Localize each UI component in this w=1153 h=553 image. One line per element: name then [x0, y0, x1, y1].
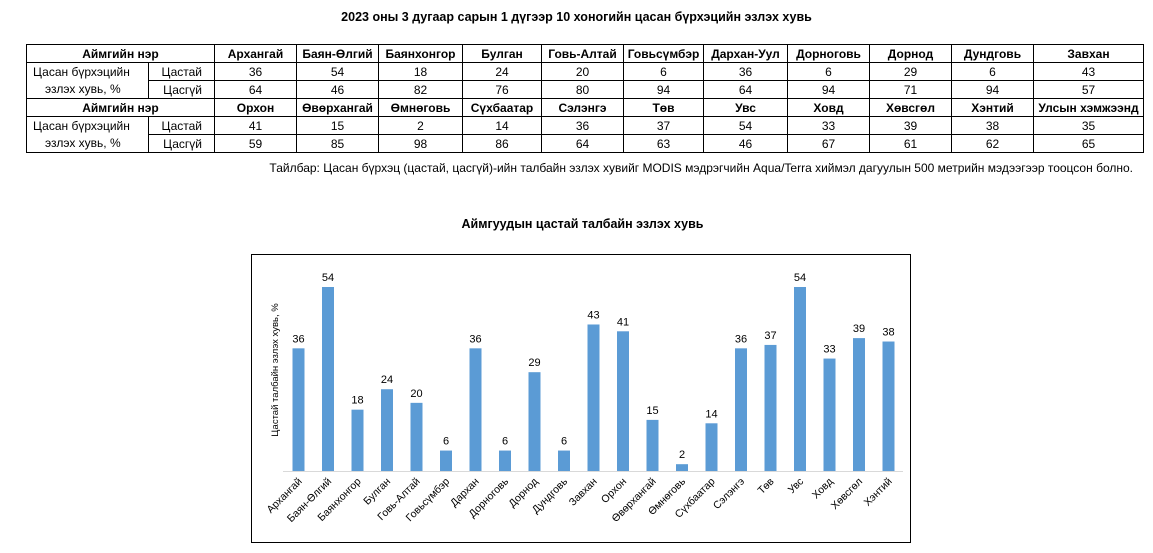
- nosnow-value: 64: [541, 134, 624, 153]
- nosnow-value: 65: [1033, 134, 1144, 153]
- data-label: 15: [646, 405, 658, 417]
- x-tick-label: Хөвсгөл: [829, 476, 865, 512]
- aimag-name: Сүхбаатар: [462, 98, 542, 117]
- data-label: 6: [443, 436, 449, 448]
- nosnow-value: 46: [703, 134, 788, 153]
- bar: [794, 287, 806, 471]
- data-label: 36: [292, 333, 304, 345]
- data-label: 38: [882, 327, 894, 339]
- bar: [499, 450, 511, 471]
- page-title: 2023 оны 3 дугаар сарын 1 дүгээр 10 хоно…: [341, 10, 812, 24]
- bar: [351, 409, 364, 471]
- nosnow-sub-label: Цасгүй: [148, 134, 215, 153]
- snow-value: 35: [1033, 116, 1144, 135]
- bar: [528, 372, 541, 471]
- data-label: 39: [853, 323, 865, 335]
- data-label: 20: [410, 388, 422, 400]
- table-row: эзлэх хувь, % Цасгүй 59 85 98 86 64 63 46 67 61 62 6…: [26, 134, 1144, 153]
- table-header-row: Аймгийн нэр Орхон Өвөрхангай Өмнөговь Сүхбаа…: [26, 98, 1144, 117]
- bar: [646, 419, 659, 471]
- data-label: 18: [351, 395, 363, 407]
- bar: [617, 331, 629, 471]
- table-row: Цасан бүрхэцийн Цастай 36 54 18 24 20 6 36 6 29 6 43: [26, 62, 1144, 81]
- bar: [292, 348, 305, 471]
- data-label: 14: [705, 408, 717, 420]
- snow-value: 36: [214, 62, 297, 81]
- bar: [853, 338, 865, 471]
- x-tick-label: Хэнтий: [862, 476, 895, 509]
- data-label: 54: [322, 272, 334, 284]
- bar: [558, 450, 570, 471]
- x-tick-label: Ховд: [810, 476, 836, 502]
- nosnow-value: 62: [951, 134, 1034, 153]
- data-label: 33: [823, 344, 835, 356]
- nosnow-value: 59: [214, 134, 297, 153]
- bar: [676, 464, 688, 471]
- data-label: 36: [469, 333, 481, 345]
- bar: [705, 423, 718, 471]
- nosnow-value: 85: [296, 134, 379, 153]
- data-label: 2: [679, 449, 685, 461]
- data-label: 24: [381, 374, 393, 386]
- bar: [410, 402, 423, 471]
- aimag-name: Дархан-Уул: [703, 44, 788, 63]
- x-tick-label: Төв: [756, 475, 777, 496]
- bar: [587, 324, 600, 471]
- aimag-name: Баян-Өлгий: [296, 44, 379, 63]
- chart-title: Аймгуудын цастай талбайн эзлэх хувь: [461, 217, 704, 231]
- bar: [764, 344, 777, 471]
- aimag-name: Төв: [623, 98, 704, 117]
- nosnow-value: 98: [378, 134, 463, 153]
- snow-sub-label: Цастай: [148, 62, 215, 81]
- data-label: 41: [617, 316, 629, 328]
- bar: [469, 348, 482, 471]
- x-tick-label: Сэлэнгэ: [711, 476, 747, 512]
- bar: [440, 450, 452, 471]
- nosnow-value: 61: [869, 134, 952, 153]
- aimag-name: Улсын хэмжээнд: [1033, 98, 1144, 117]
- table-header-row: Аймгийн нэр Архангай Баян-Өлгий Баянхонгор Б…: [26, 44, 1144, 63]
- data-label: 29: [528, 357, 540, 369]
- data-label: 54: [794, 272, 806, 284]
- data-label: 6: [502, 436, 508, 448]
- row-label: Цасан бүрхэцийн: [26, 62, 149, 81]
- snow-value: 14: [462, 116, 542, 135]
- aimag-name: Дорнод: [869, 44, 952, 63]
- aimag-name: Дорноговь: [787, 44, 870, 63]
- y-axis-label: Цастай талбайн эзлэх хувь, %: [270, 303, 281, 437]
- nosnow-value: 71: [869, 80, 952, 99]
- row-label: Цасан бүрхэцийн: [26, 116, 149, 135]
- x-tick-label: Увс: [786, 476, 806, 496]
- nosnow-value: 67: [787, 134, 870, 153]
- bar: [322, 287, 334, 471]
- data-label: 6: [561, 436, 567, 448]
- aimag-name: Өмнөговь: [378, 98, 463, 117]
- bar: [882, 341, 895, 471]
- bar: [381, 389, 393, 471]
- snow-cover-table: Аймгийн нэр Архангай Баян-Өлгий Баянхонгор Б…: [26, 44, 1144, 153]
- data-label: 43: [587, 309, 599, 321]
- bar: [735, 348, 747, 471]
- table-note: Тайлбар: Цасан бүрхэц (цастай, цасгүй)-и…: [269, 161, 1133, 175]
- aimag-name: Архангай: [214, 44, 297, 63]
- data-label: 37: [764, 330, 776, 342]
- row-label: эзлэх хувь, %: [26, 134, 149, 153]
- bar: [823, 358, 836, 471]
- x-tick-label: Завхан: [567, 475, 600, 508]
- snow-value: 36: [541, 116, 624, 135]
- aimag-name: Говь-Алтай: [541, 44, 624, 63]
- aimag-name: Ховд: [787, 98, 870, 117]
- nosnow-value: 94: [951, 80, 1034, 99]
- data-label: 36: [735, 333, 747, 345]
- chart-frame: [251, 254, 911, 543]
